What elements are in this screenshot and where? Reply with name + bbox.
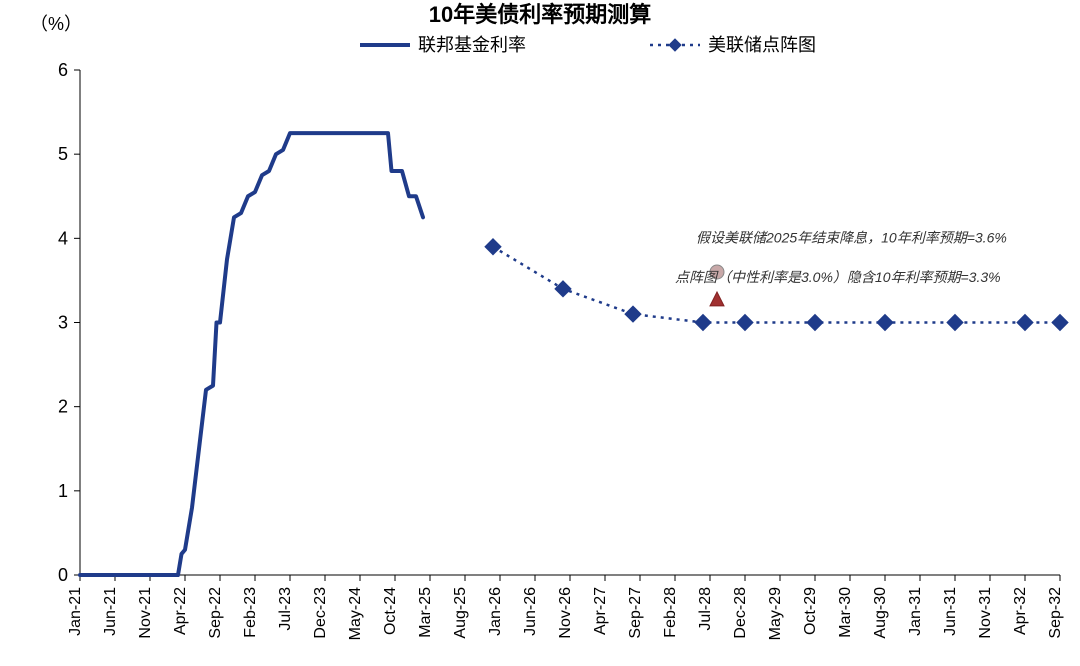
x-tick-label: Apr-27 [592,587,609,635]
x-tick-label: Apr-32 [1012,587,1029,635]
x-tick-label: Aug-25 [452,587,469,639]
y-tick-label: 0 [58,565,68,585]
x-tick-label: Jun-31 [942,587,959,636]
x-tick-label: Jul-23 [277,587,294,631]
x-tick-label: Mar-25 [417,587,434,638]
x-tick-label: Aug-30 [872,587,889,639]
y-tick-label: 3 [58,313,68,333]
x-tick-label: Dec-28 [732,587,749,639]
x-tick-label: Jun-21 [102,587,119,636]
x-tick-label: Nov-26 [557,587,574,639]
y-tick-label: 6 [58,60,68,80]
x-tick-label: Dec-23 [312,587,329,639]
annotation-text-1: 点阵图（中性利率是3.0%）隐含10年利率预期=3.3% [675,269,1001,285]
x-tick-label: Nov-31 [977,587,994,639]
y-tick-label: 1 [58,481,68,501]
x-tick-label: Jul-28 [697,587,714,631]
x-tick-label: Jan-31 [907,587,924,636]
x-tick-label: Sep-32 [1047,587,1064,639]
x-tick-label: Oct-29 [802,587,819,635]
rate-forecast-chart: 10年美债利率预期测算 （%） 0 1 2 3 4 5 6 Jan-21 Jun-21 Nov-21 A… [0,0,1080,666]
y-tick-label: 2 [58,397,68,417]
chart-title: 10年美债利率预期测算 [429,2,651,27]
legend-label: 美联储点阵图 [708,35,816,55]
annotation-text-0: 假设美联储2025年结束降息，10年利率预期=3.6% [696,230,1007,246]
y-axis-unit: （%） [30,14,82,34]
y-tick-label: 4 [58,228,68,248]
x-tick-label: Feb-28 [662,587,679,638]
legend-label: 联邦基金利率 [418,35,526,55]
x-tick-label: Sep-22 [207,587,224,639]
x-tick-label: Oct-24 [382,587,399,635]
x-tick-label: Mar-30 [837,587,854,638]
x-tick-label: Jan-21 [67,587,84,636]
x-tick-label: Apr-22 [172,587,189,635]
x-tick-label: May-29 [767,587,784,640]
x-tick-label: Jun-26 [522,587,539,636]
y-tick-label: 5 [58,144,68,164]
x-tick-label: Feb-23 [242,587,259,638]
x-tick-label: Sep-27 [627,587,644,639]
x-tick-label: Nov-21 [137,587,154,639]
x-tick-label: Jan-26 [487,587,504,636]
x-tick-label: May-24 [347,587,364,640]
